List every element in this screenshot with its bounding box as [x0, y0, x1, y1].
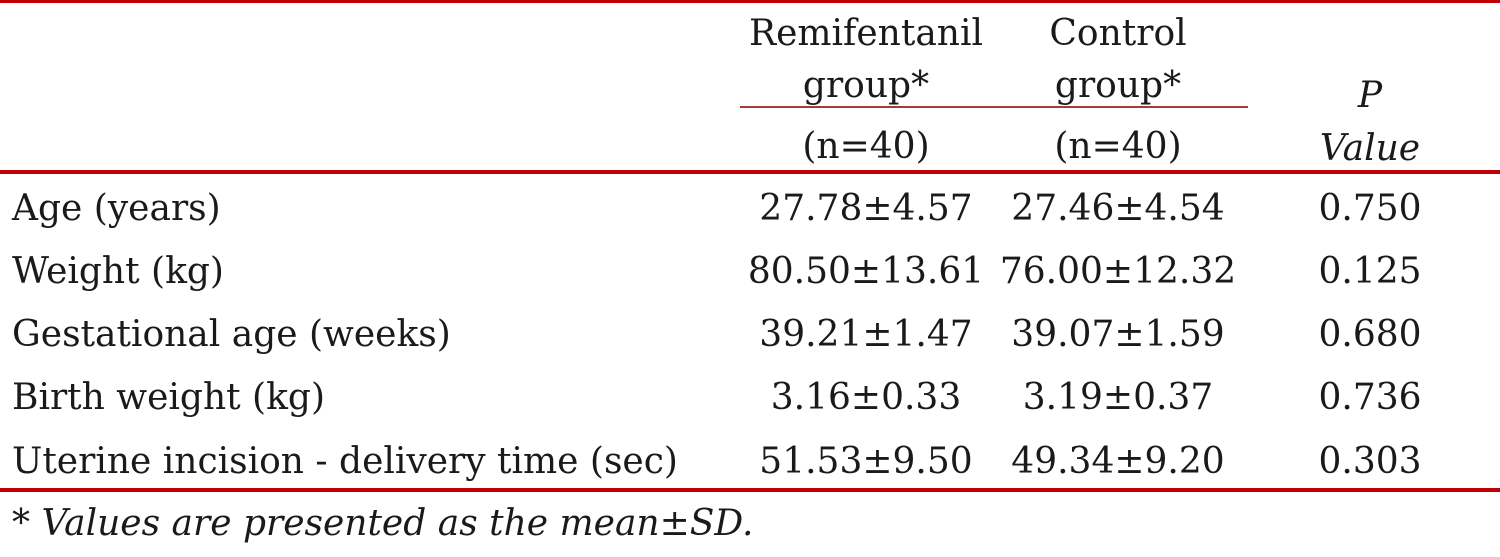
p-value: 0.750 [1318, 188, 1422, 229]
header-value: Value [1319, 128, 1421, 169]
row-label: Gestational age (weeks) [12, 314, 451, 355]
control-value: 27.46±4.54 [1011, 188, 1225, 229]
row-label: Weight (kg) [12, 251, 224, 292]
control-value: 49.34±9.20 [1011, 441, 1225, 482]
remifentanil-value: 51.53±9.50 [759, 441, 973, 482]
p-value: 0.680 [1318, 314, 1422, 355]
header-rule [0, 170, 1500, 174]
top-rule [0, 0, 1500, 3]
bottom-rule [0, 488, 1500, 492]
remifentanil-value: 27.78±4.57 [759, 188, 973, 229]
header-control-line1: Control [1049, 13, 1187, 54]
header-remifentanil-line2: group* [802, 65, 930, 106]
remifentanil-value: 3.16±0.33 [770, 377, 962, 418]
header-control-n: (n=40) [1054, 126, 1182, 167]
remifentanil-value: 39.21±1.47 [759, 314, 973, 355]
row-label: Uterine incision - delivery time (sec) [12, 441, 678, 482]
control-value: 76.00±12.32 [999, 251, 1237, 292]
header-p: P [1357, 75, 1383, 116]
row-label: Birth weight (kg) [12, 377, 325, 418]
header-control-line2: group* [1054, 65, 1182, 106]
table-footnote: * Values are presented as the mean±SD. [12, 503, 754, 544]
remifentanil-value: 80.50±13.61 [747, 251, 985, 292]
control-value: 3.19±0.37 [1022, 377, 1214, 418]
p-value: 0.736 [1318, 377, 1422, 418]
p-value: 0.125 [1318, 251, 1422, 292]
control-value: 39.07±1.59 [1011, 314, 1225, 355]
p-value: 0.303 [1318, 441, 1422, 482]
row-label: Age (years) [12, 188, 221, 229]
group-header-rule [740, 106, 1248, 108]
header-remifentanil-n: (n=40) [802, 126, 930, 167]
header-remifentanil-line1: Remifentanil [748, 13, 984, 54]
